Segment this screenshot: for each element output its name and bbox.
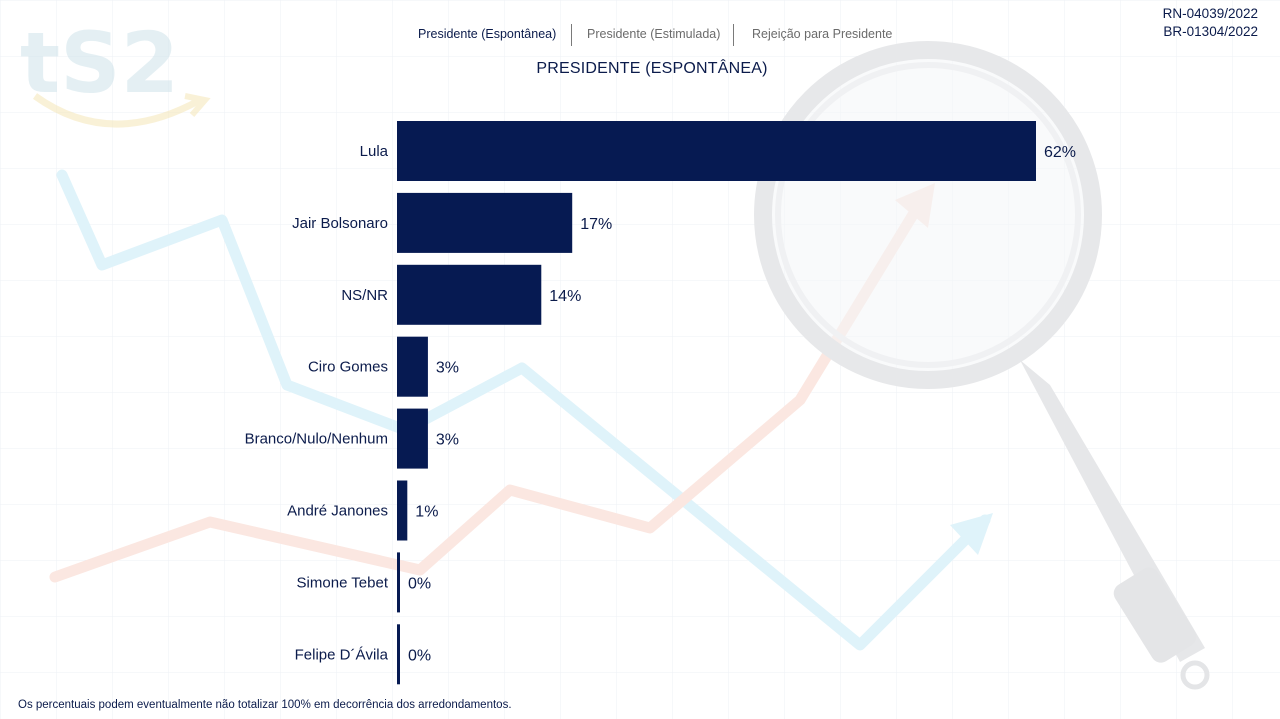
category-label: Felipe D´Ávila: [295, 646, 389, 663]
category-label: André Janones: [287, 503, 388, 520]
tab-presidente-estimulada[interactable]: Presidente (Estimulada): [587, 27, 721, 41]
value-label: 0%: [408, 647, 431, 664]
bar-felipe-d-vila: [397, 624, 400, 685]
trend-line-red: [49, 189, 931, 583]
tab-separator: [571, 24, 572, 46]
report-code-rn: RN-04039/2022: [1162, 6, 1258, 21]
bar-jair-bolsonaro: [397, 192, 573, 253]
category-label: NS/NR: [341, 287, 388, 304]
trend-line-blue: [56, 169, 991, 651]
value-label: 0%: [408, 575, 431, 592]
tab-bar: Presidente (Espontânea) Presidente (Esti…: [0, 24, 1280, 47]
bar-branco-nulo-nenhum: [397, 408, 428, 469]
category-label: Simone Tebet: [297, 574, 389, 591]
tab-separator: [733, 24, 734, 46]
bar-ciro-gomes: [397, 336, 428, 397]
logo-watermark: tS2: [20, 14, 211, 128]
value-label: 3%: [436, 360, 459, 377]
bar-ns-nr: [397, 264, 542, 325]
svg-text:tS2: tS2: [20, 14, 179, 112]
chart-title: PRESIDENTE (ESPONTÂNEA): [536, 60, 768, 77]
value-label: 17%: [580, 216, 612, 233]
bar-lula: [397, 121, 1036, 181]
category-label: Lula: [360, 143, 389, 160]
value-label: 14%: [549, 288, 581, 305]
bar-andr-janones: [397, 480, 408, 541]
value-label: 1%: [415, 504, 438, 521]
tab-presidente-espontanea[interactable]: Presidente (Espontânea): [418, 27, 557, 41]
category-label: Branco/Nulo/Nenhum: [245, 431, 388, 448]
tab-rejeicao-presidente[interactable]: Rejeição para Presidente: [752, 27, 893, 41]
footnote: Os percentuais podem eventualmente não t…: [18, 699, 512, 711]
category-label: Jair Bolsonaro: [292, 215, 388, 232]
value-label: 3%: [436, 432, 459, 449]
trend-arrow-blue: [950, 513, 993, 555]
value-label: 62%: [1044, 144, 1076, 161]
report-codes: RN-04039/2022 BR-01304/2022: [1163, 5, 1258, 41]
category-label: Ciro Gomes: [308, 359, 388, 376]
bar-simone-tebet: [397, 552, 400, 613]
report-code-br: BR-01304/2022: [1163, 24, 1258, 39]
